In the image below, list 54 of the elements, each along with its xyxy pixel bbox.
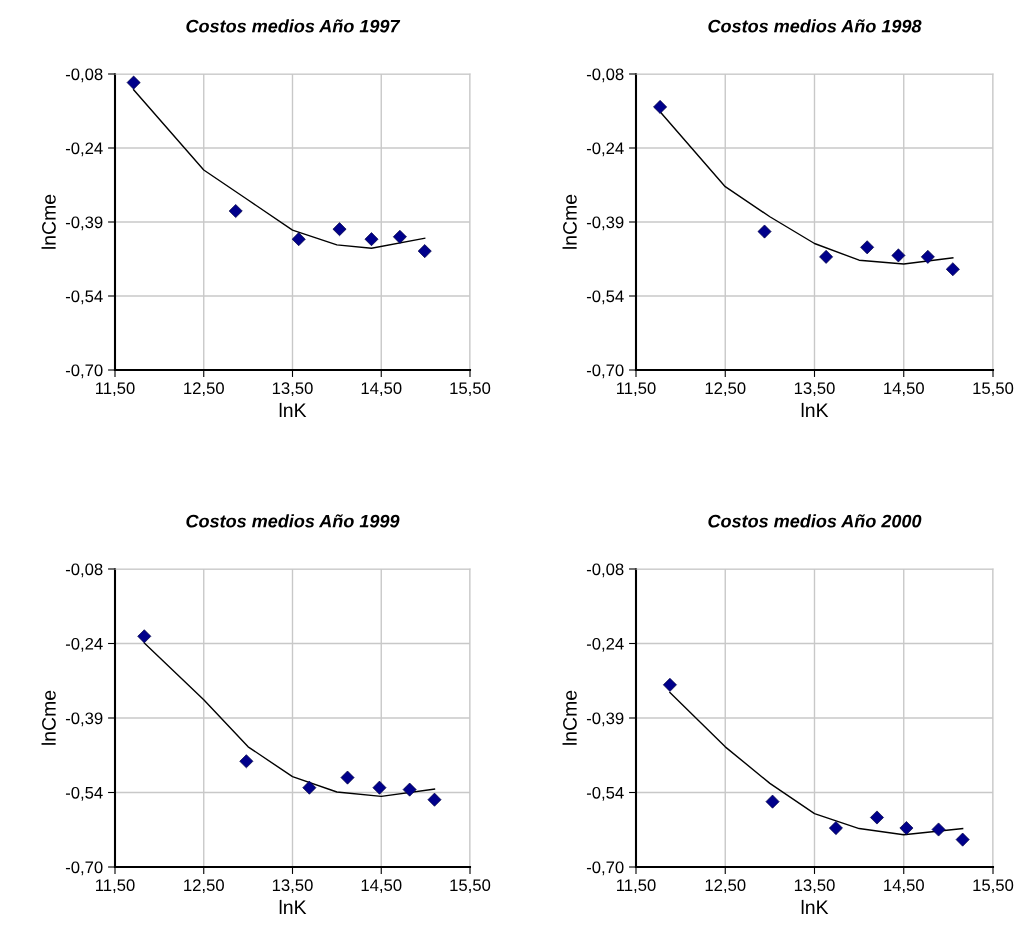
y-tick-label: -0,24 xyxy=(586,637,624,652)
y-tick-label: -0,39 xyxy=(65,216,103,231)
x-tick-label: 12,50 xyxy=(184,879,224,894)
y-tick-label: -0,54 xyxy=(65,290,103,305)
x-tick-label: 14,50 xyxy=(884,382,924,397)
x-tick-label: 11,50 xyxy=(96,879,135,894)
x-tick-label: 13,50 xyxy=(272,879,313,894)
y-tick-label: -0,39 xyxy=(586,216,624,231)
y-tick-label: -0,24 xyxy=(586,142,624,157)
y-tick-label: -0,24 xyxy=(65,142,103,157)
x-tick-label: 12,50 xyxy=(184,382,224,397)
chart-title: Costos medios Año 1999 xyxy=(186,514,400,528)
x-tick-label: 11,50 xyxy=(96,382,135,397)
x-tick-label: 13,50 xyxy=(794,382,835,397)
y-tick-label: -0,08 xyxy=(65,68,103,83)
x-tick-label: 14,50 xyxy=(361,879,402,894)
x-tick-label: 11,50 xyxy=(617,382,656,397)
y-tick-label: -0,08 xyxy=(65,563,103,578)
y-axis-title: lnCme xyxy=(562,194,577,249)
x-tick-label: 15,50 xyxy=(450,879,491,894)
x-axis-title: lnK xyxy=(801,402,829,417)
y-tick-label: -0,24 xyxy=(65,637,103,652)
y-axis-title: lnCme xyxy=(562,690,577,745)
chart-title: Costos medios Año 1997 xyxy=(186,19,401,33)
y-tick-label: -0,39 xyxy=(586,712,624,727)
x-tick-label: 12,50 xyxy=(705,879,746,894)
point xyxy=(870,810,884,825)
y-axis-title: lnCme xyxy=(41,690,56,745)
x-axis-title: lnK xyxy=(279,899,307,914)
y-tick-label: -0,39 xyxy=(65,712,103,727)
y-tick-label: -0,54 xyxy=(65,786,103,801)
chart-title: Costos medios Año 2000 xyxy=(708,514,922,528)
y-tick-label: -0,54 xyxy=(586,786,624,801)
chart-title: Costos medios Año 1998 xyxy=(708,19,922,33)
y-tick-label: -0,70 xyxy=(65,861,103,876)
y-tick-label: -0,70 xyxy=(65,364,103,379)
y-tick-label: -0,70 xyxy=(586,861,624,876)
y-tick-label: -0,54 xyxy=(586,290,624,305)
y-tick-label: -0,08 xyxy=(586,68,624,83)
x-tick-label: 14,50 xyxy=(884,879,924,894)
y-axis-title: lnCme xyxy=(41,194,56,249)
x-axis-title: lnK xyxy=(279,402,307,417)
x-tick-label: 11,50 xyxy=(617,879,656,894)
y-tick-label: -0,70 xyxy=(586,364,624,379)
x-axis-title: lnK xyxy=(801,899,829,914)
y-tick-label: -0,08 xyxy=(586,563,624,578)
x-tick-label: 15,50 xyxy=(973,382,1014,397)
x-tick-label: 14,50 xyxy=(361,382,402,397)
point xyxy=(137,629,152,644)
x-tick-label: 13,50 xyxy=(794,879,835,894)
x-tick-label: 13,50 xyxy=(272,382,313,397)
x-tick-label: 15,50 xyxy=(450,382,491,397)
x-tick-label: 15,50 xyxy=(973,879,1014,894)
x-tick-label: 12,50 xyxy=(705,382,746,397)
